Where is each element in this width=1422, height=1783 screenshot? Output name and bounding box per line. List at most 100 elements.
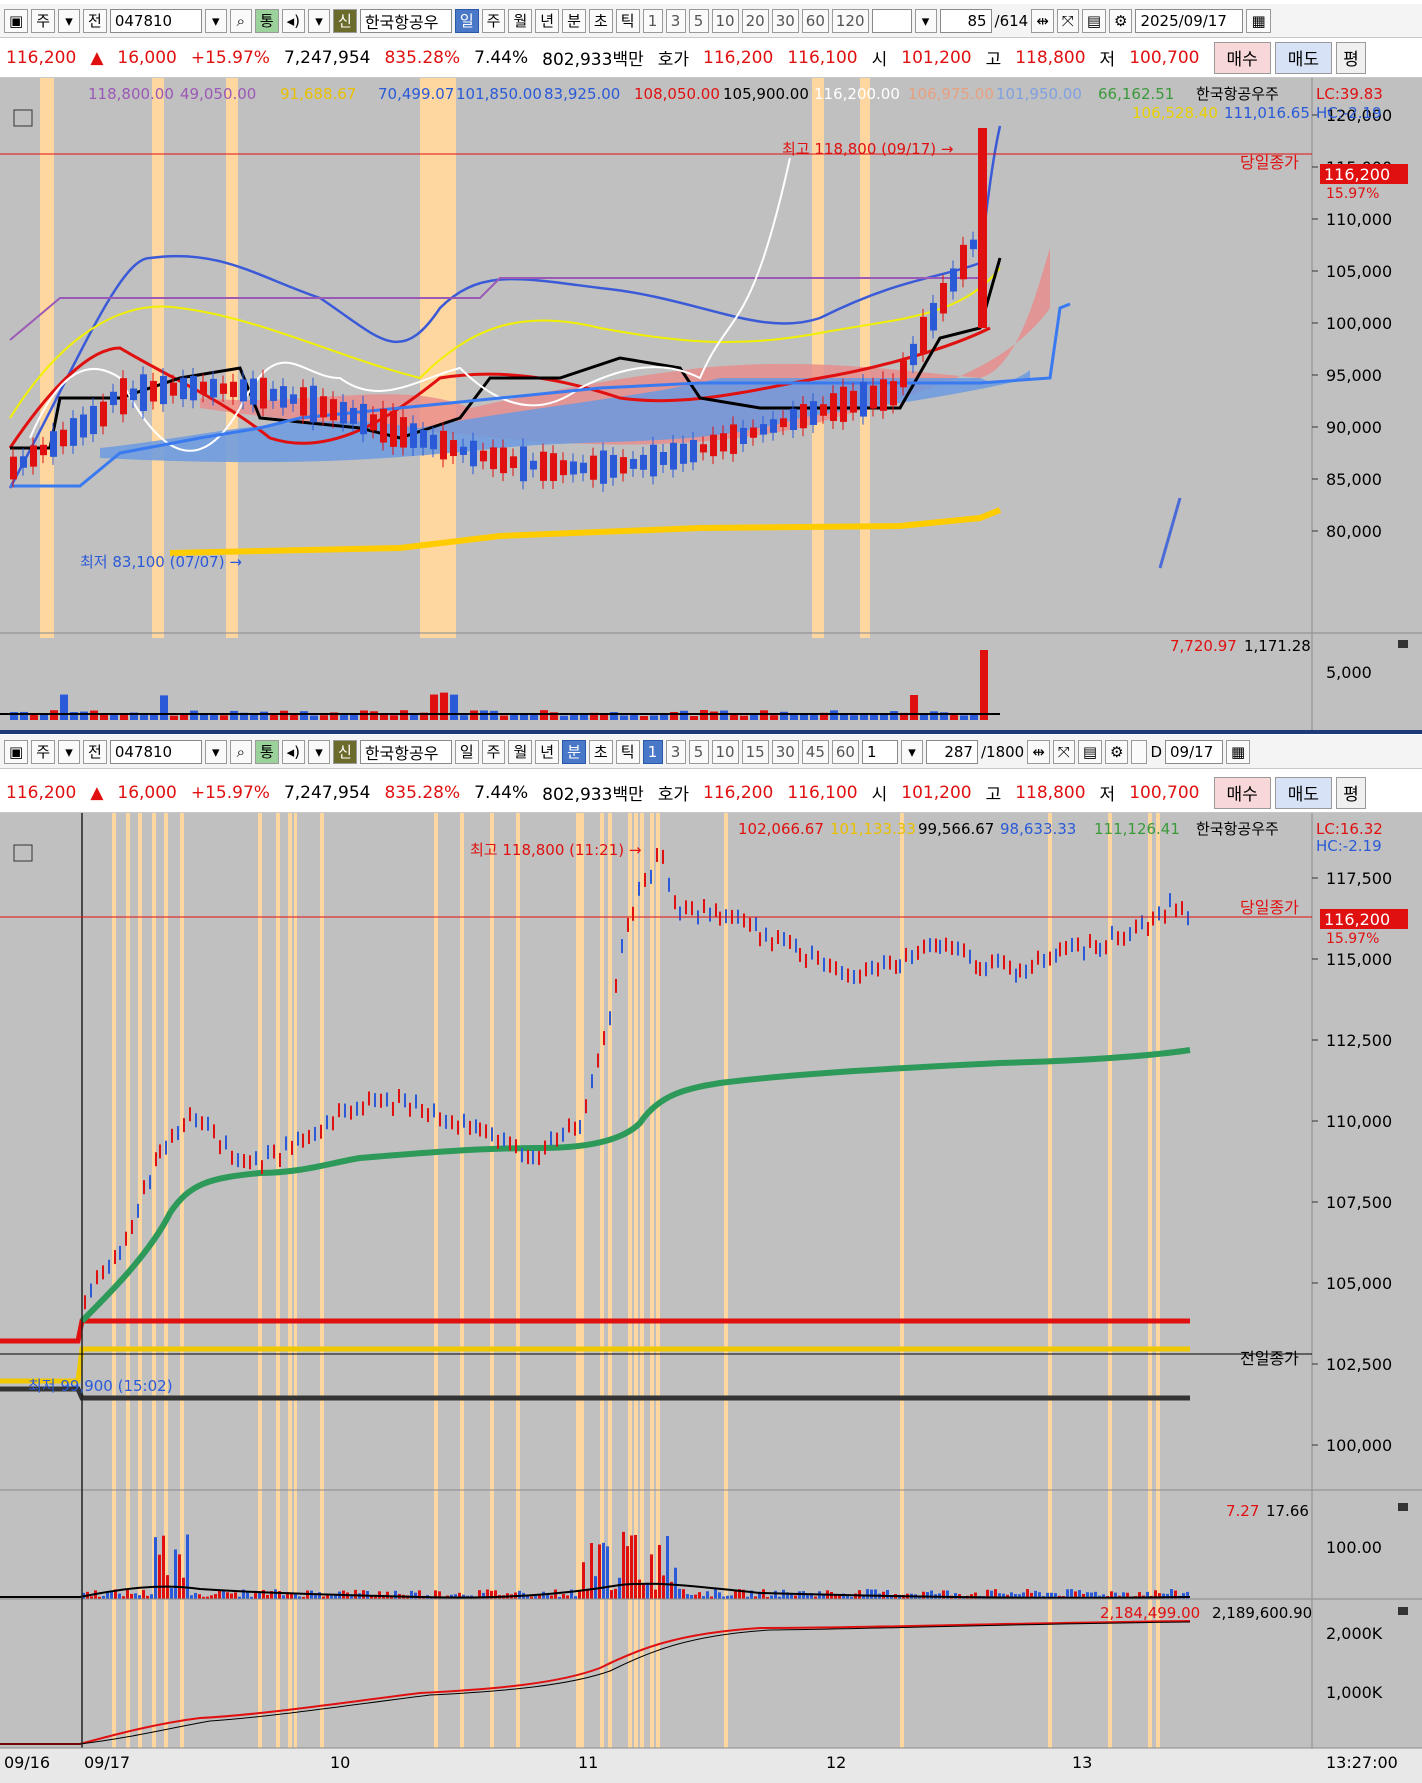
step-input[interactable]: 1 (861, 739, 898, 764)
panel-menu-icon[interactable] (1398, 1607, 1408, 1615)
interval-30[interactable]: 30 (771, 8, 799, 33)
volume-bar (154, 1537, 157, 1599)
grid-icon[interactable] (13, 844, 33, 862)
period-month[interactable]: 월 (508, 8, 533, 33)
stock-name-field[interactable]: 한국항공우 (359, 739, 452, 764)
volume-bar (1146, 1591, 1149, 1599)
chevron-down-icon[interactable]: ▾ (204, 8, 227, 33)
search-icon[interactable]: ⌕ (229, 739, 252, 764)
save-icon[interactable]: ▤ (1081, 8, 1106, 33)
even-button[interactable]: 평 (1336, 776, 1366, 809)
date-input[interactable]: 09/17 (1165, 739, 1224, 764)
speaker-icon[interactable]: ◂) (281, 739, 306, 764)
period-second[interactable]: 초 (588, 8, 613, 33)
chevron-down-icon[interactable]: ▾ (58, 8, 80, 33)
interval-3[interactable]: 3 (665, 8, 686, 33)
calendar-icon[interactable]: ▦ (1246, 8, 1271, 33)
gear-icon[interactable]: ⚙ (1109, 8, 1133, 33)
zoom-in-icon[interactable]: ⇹ (1027, 739, 1050, 764)
buy-button[interactable]: 매수 (1213, 41, 1271, 74)
period-month[interactable]: 월 (508, 739, 533, 764)
prev-button[interactable]: 전 (83, 8, 107, 33)
volume-bar (160, 695, 168, 720)
interval-20[interactable]: 20 (741, 8, 769, 33)
mini-button[interactable]: 통 (254, 8, 279, 33)
code-input[interactable]: 047810 (109, 739, 202, 764)
minute-chart[interactable]: 117,500 115,000 112,500 110,000 107,500 105,0… (0, 813, 1422, 1783)
period-day[interactable]: 일 (454, 8, 479, 33)
period-minute[interactable]: 분 (562, 739, 586, 764)
count-input[interactable]: 287 (925, 739, 978, 764)
grid-icon[interactable] (13, 109, 33, 127)
period-year[interactable]: 년 (535, 739, 560, 764)
volume-bar (814, 1596, 817, 1599)
interval-15[interactable]: 15 (741, 739, 769, 764)
interval-120[interactable]: 120 (831, 8, 869, 33)
period-week[interactable]: 주 (481, 739, 506, 764)
speaker-icon[interactable]: ◂) (281, 8, 306, 33)
volume-bar (294, 1593, 297, 1599)
interval-30[interactable]: 30 (771, 739, 799, 764)
interval-input[interactable] (871, 8, 912, 33)
period-tick[interactable]: 틱 (615, 8, 640, 33)
volume-bar (558, 1596, 561, 1599)
interval-10[interactable]: 10 (711, 8, 739, 33)
zoom-in-icon[interactable]: ⇹ (1031, 8, 1054, 33)
code-input[interactable]: 047810 (109, 8, 202, 33)
period-year[interactable]: 년 (535, 8, 560, 33)
save-icon[interactable]: ▤ (1077, 739, 1102, 764)
prev-button[interactable]: 전 (83, 739, 107, 764)
chevron-down-icon[interactable]: ▾ (204, 739, 227, 764)
window-icon[interactable]: ▣ (4, 739, 29, 764)
volume-bar (598, 1544, 601, 1599)
chevron-down-icon[interactable]: ▾ (900, 739, 923, 764)
gear-icon[interactable]: ⚙ (1105, 739, 1129, 764)
count-input[interactable]: 85 (939, 8, 992, 33)
interval-5[interactable]: 5 (688, 739, 709, 764)
mini-button[interactable]: 통 (254, 739, 279, 764)
chevron-down-icon[interactable]: ▾ (58, 739, 80, 764)
chevron-down-icon[interactable]: ▾ (308, 739, 331, 764)
search-icon[interactable]: ⌕ (229, 8, 252, 33)
calendar-icon[interactable]: ▦ (1226, 739, 1251, 764)
period-minute[interactable]: 분 (562, 8, 586, 33)
axis-label: 110,000 (1326, 210, 1392, 229)
buy-button[interactable]: 매수 (1213, 776, 1271, 809)
axis-label: 105,000 (1326, 1274, 1392, 1293)
period-day[interactable]: 일 (454, 739, 479, 764)
interval-10[interactable]: 10 (711, 739, 739, 764)
sell-button[interactable]: 매도 (1274, 776, 1333, 809)
period-tick[interactable]: 틱 (615, 739, 640, 764)
window-icon[interactable]: ▣ (4, 8, 29, 33)
type-select[interactable]: 주 (31, 739, 55, 764)
interval-1[interactable]: 1 (642, 739, 663, 764)
panel-menu-icon[interactable] (1398, 1503, 1408, 1511)
chevron-down-icon[interactable]: ▾ (308, 8, 331, 33)
interval-60[interactable]: 60 (831, 739, 859, 764)
conversion-line (10, 302, 1071, 488)
zoom-out-icon[interactable]: ⤧ (1056, 8, 1079, 33)
panel-menu-icon[interactable] (1398, 640, 1408, 648)
type-select[interactable]: 주 (31, 8, 55, 33)
interval-1[interactable]: 1 (642, 8, 663, 33)
high-note: 최고 118,800 (11:21) → (470, 841, 641, 859)
d-checkbox[interactable] (1131, 739, 1148, 764)
volume-bar (510, 713, 518, 720)
volume-bar (450, 694, 458, 720)
period-week[interactable]: 주 (481, 8, 506, 33)
interval-5[interactable]: 5 (688, 8, 709, 33)
chevron-down-icon[interactable]: ▾ (914, 8, 937, 33)
period-second[interactable]: 초 (588, 739, 613, 764)
interval-60[interactable]: 60 (801, 8, 829, 33)
volume-bar (600, 714, 608, 720)
sell-button[interactable]: 매도 (1274, 41, 1333, 74)
daily-chart[interactable]: 120,000115,000110,000105,000100,00095,00… (0, 78, 1422, 730)
axis-label: 115,000 (1326, 950, 1392, 969)
zoom-out-icon[interactable]: ⤧ (1052, 739, 1075, 764)
date-input[interactable]: 2025/09/17 (1135, 8, 1244, 33)
interval-3[interactable]: 3 (665, 739, 686, 764)
stock-name-field[interactable]: 한국항공우 (359, 8, 452, 33)
interval-45[interactable]: 45 (801, 739, 829, 764)
volume-bar (750, 713, 758, 720)
even-button[interactable]: 평 (1336, 41, 1366, 74)
